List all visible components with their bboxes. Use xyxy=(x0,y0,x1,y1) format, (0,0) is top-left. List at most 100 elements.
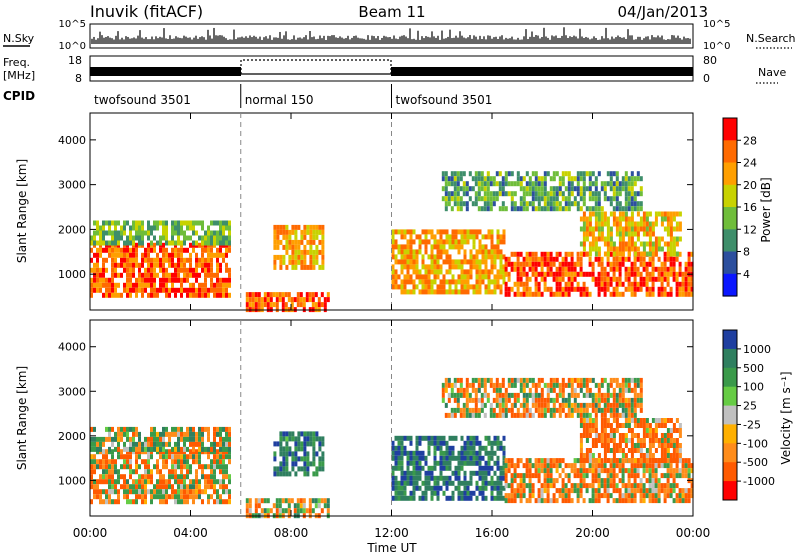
range-cell xyxy=(597,498,601,504)
range-cell xyxy=(594,251,598,257)
range-cell xyxy=(418,279,422,285)
range-cell xyxy=(126,464,129,470)
range-cell xyxy=(436,435,440,441)
range-cell xyxy=(99,225,102,231)
range-cell xyxy=(96,220,99,226)
range-cell xyxy=(114,499,117,505)
range-cell xyxy=(522,291,526,297)
range-cell xyxy=(687,256,691,262)
range-cell xyxy=(615,206,619,212)
nsearch-tick-bottom: 10^0 xyxy=(703,41,730,52)
range-cell xyxy=(618,276,622,282)
range-cell xyxy=(510,286,514,292)
range-cell xyxy=(308,297,312,303)
range-cell xyxy=(639,397,643,403)
range-cell xyxy=(615,498,619,504)
range-cell xyxy=(621,291,625,297)
range-cell xyxy=(105,489,108,495)
range-cell xyxy=(207,426,210,432)
range-cell xyxy=(448,264,452,270)
range-cell xyxy=(93,287,96,293)
range-cell xyxy=(612,276,616,282)
range-cell xyxy=(183,464,186,470)
range-cell xyxy=(207,484,210,490)
range-cell xyxy=(633,458,637,463)
range-cell xyxy=(168,436,171,442)
range-cell xyxy=(460,435,464,441)
range-cell xyxy=(519,261,523,267)
range-cell xyxy=(453,377,457,383)
range-cell xyxy=(540,407,544,413)
range-cell xyxy=(612,448,616,453)
range-cell xyxy=(528,458,532,464)
range-cell xyxy=(573,468,577,474)
range-cell xyxy=(639,493,643,499)
range-cell xyxy=(189,426,192,432)
range-cell xyxy=(448,279,452,285)
range-cell xyxy=(207,240,210,246)
range-cell xyxy=(120,247,123,253)
range-cell xyxy=(93,441,96,447)
range-cell xyxy=(306,441,310,447)
range-cell xyxy=(99,282,102,288)
range-cell xyxy=(321,239,325,245)
range-cell xyxy=(418,485,422,491)
range-cell xyxy=(612,286,616,292)
range-cell xyxy=(594,382,598,388)
range-cell xyxy=(424,485,428,491)
range-cell xyxy=(531,377,535,383)
range-cell xyxy=(281,302,285,308)
range-cell xyxy=(204,272,207,278)
range-cell xyxy=(180,267,183,273)
range-cell xyxy=(627,402,631,408)
range-cell xyxy=(627,428,631,433)
range-cell xyxy=(93,484,96,490)
range-cell xyxy=(165,225,168,231)
range-cell xyxy=(309,244,313,250)
cpid-change-markers xyxy=(240,113,392,516)
range-cell xyxy=(669,256,673,262)
range-cell xyxy=(597,246,601,252)
range-cell xyxy=(597,458,601,464)
range-cell xyxy=(463,440,467,446)
range-cell xyxy=(129,262,132,268)
range-cell xyxy=(549,256,553,262)
range-cell xyxy=(609,438,613,443)
range-cell xyxy=(621,261,625,267)
range-cell xyxy=(138,272,141,278)
range-cell xyxy=(681,493,685,499)
range-cell xyxy=(285,244,289,250)
range-cell xyxy=(415,274,419,280)
range-cell xyxy=(451,259,455,265)
range-cell xyxy=(471,176,475,182)
range-cell xyxy=(639,276,643,282)
range-cell xyxy=(409,229,413,235)
range-cell xyxy=(263,498,267,504)
range-cell xyxy=(588,433,592,438)
range-cell xyxy=(576,171,580,177)
range-cell xyxy=(183,441,186,447)
range-cell xyxy=(448,259,452,265)
range-cell xyxy=(666,478,670,484)
range-cell xyxy=(424,244,428,250)
range-cell xyxy=(141,220,144,226)
range-cell xyxy=(600,186,604,192)
range-cell xyxy=(570,281,574,287)
range-cell xyxy=(198,282,201,288)
range-cell xyxy=(210,282,213,288)
range-cell xyxy=(273,244,277,250)
range-cell xyxy=(490,445,494,451)
range-cell xyxy=(648,468,652,474)
range-cell xyxy=(496,480,500,486)
range-cell xyxy=(654,488,658,494)
range-cell xyxy=(502,485,506,491)
range-cell xyxy=(687,276,691,282)
range-cell xyxy=(498,392,502,398)
range-cell xyxy=(168,262,171,268)
range-cell xyxy=(675,418,679,423)
range-cell xyxy=(609,171,613,177)
range-cell xyxy=(483,387,487,393)
range-cell xyxy=(156,446,159,452)
range-cell xyxy=(609,281,613,287)
